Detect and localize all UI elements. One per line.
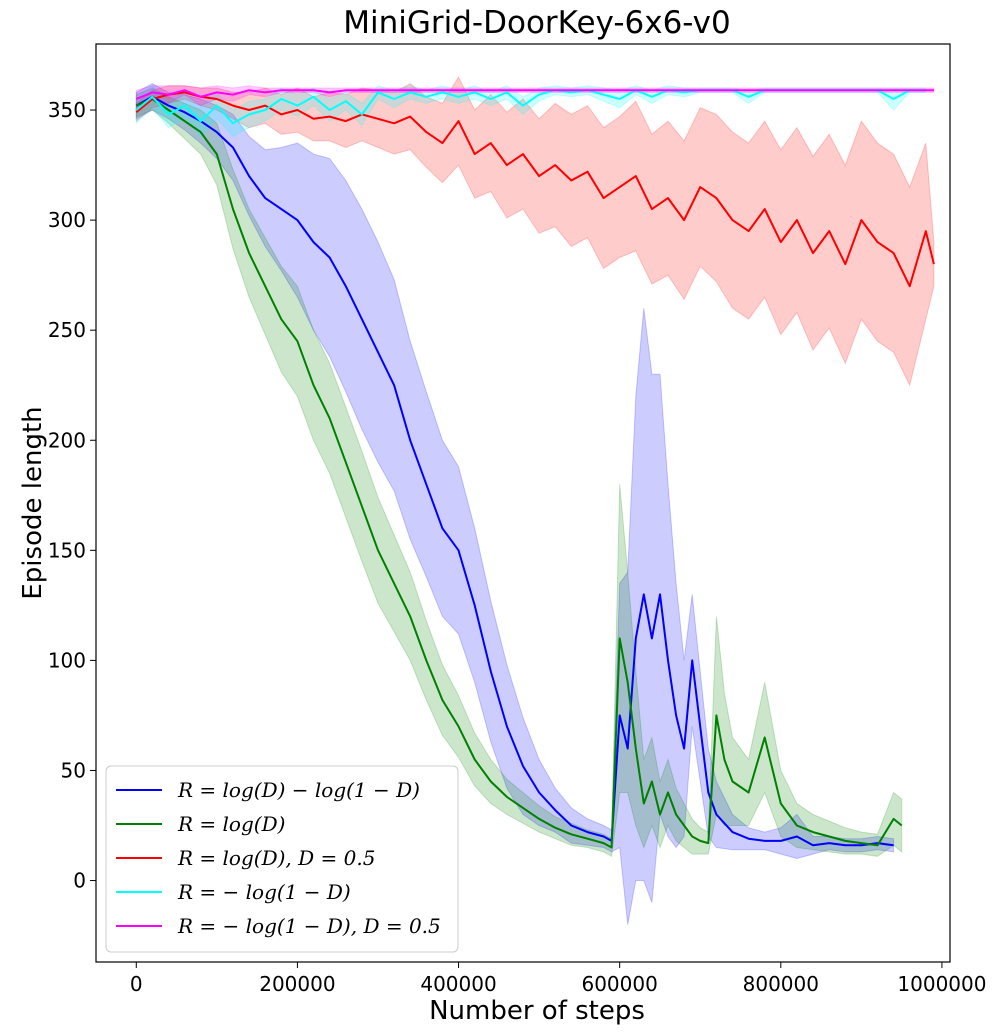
legend-label-1: R = log(D) bbox=[177, 812, 285, 836]
series-lines bbox=[135, 89, 935, 849]
y-axis-ticks: 0 50 100 150 200 250 300 350 bbox=[48, 98, 96, 893]
legend-box bbox=[105, 765, 459, 953]
y-tick-label: 350 bbox=[48, 98, 86, 122]
y-tick-label: 50 bbox=[61, 758, 86, 782]
x-axis-ticks: 0 200000 400000 600000 800000 1000000 bbox=[130, 962, 986, 996]
y-tick-label: 300 bbox=[48, 208, 86, 232]
plot-frame bbox=[95, 43, 951, 963]
legend-label-2: R = log(D), D = 0.5 bbox=[177, 846, 375, 870]
x-tick-label: 200000 bbox=[259, 972, 335, 996]
x-tick-label: 600000 bbox=[581, 972, 657, 996]
y-tick-label: 0 bbox=[73, 869, 86, 893]
series-3-band bbox=[135, 85, 927, 138]
y-tick-label: 200 bbox=[48, 428, 86, 452]
series-1-band bbox=[135, 87, 903, 858]
chart-title: MiniGrid-DoorKey-6x6-v0 bbox=[343, 5, 730, 41]
y-tick-label: 150 bbox=[48, 538, 86, 562]
legend-label-0: R = log(D) − log(1 − D) bbox=[177, 778, 420, 802]
x-tick-label: 400000 bbox=[420, 972, 496, 996]
y-tick-label: 250 bbox=[48, 318, 86, 342]
series-0-band bbox=[135, 83, 895, 925]
y-axis-label: Episode length bbox=[18, 406, 48, 599]
series-4-line bbox=[135, 89, 934, 100]
y-tick-label: 100 bbox=[48, 648, 86, 672]
legend: R = log(D) − log(1 − D) R = log(D) R = log… bbox=[105, 765, 459, 953]
x-tick-label: 1000000 bbox=[897, 972, 986, 996]
x-axis-label: Number of steps bbox=[429, 996, 645, 1026]
series-2-band bbox=[135, 75, 935, 387]
series-1-line bbox=[135, 98, 903, 849]
legend-label-4: R = − log(1 − D), D = 0.5 bbox=[177, 914, 441, 938]
x-tick-label: 0 bbox=[130, 972, 143, 996]
legend-label-3: R = − log(1 − D) bbox=[177, 880, 351, 904]
series-0-line bbox=[135, 95, 894, 847]
x-tick-label: 800000 bbox=[743, 972, 819, 996]
series-2-line bbox=[135, 91, 935, 288]
